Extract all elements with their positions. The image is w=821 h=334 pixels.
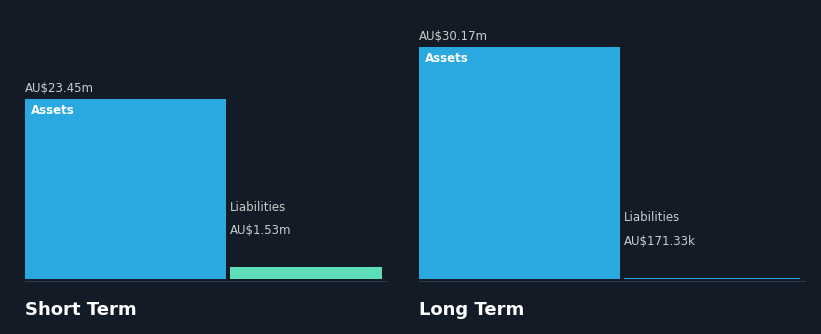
Bar	[419, 47, 620, 279]
Text: Liabilities: Liabilities	[624, 211, 681, 224]
Bar	[230, 267, 382, 279]
Bar	[25, 99, 226, 279]
Text: AU$23.45m: AU$23.45m	[25, 82, 94, 95]
Text: AU$1.53m: AU$1.53m	[230, 224, 291, 237]
Text: Long Term: Long Term	[419, 301, 524, 319]
Text: Liabilities: Liabilities	[230, 201, 287, 214]
Bar	[624, 278, 800, 279]
Text: AU$171.33k: AU$171.33k	[624, 234, 696, 247]
Text: Assets: Assets	[425, 52, 469, 65]
Text: Assets: Assets	[31, 104, 75, 117]
Text: Short Term: Short Term	[25, 301, 136, 319]
Text: AU$30.17m: AU$30.17m	[419, 30, 488, 43]
